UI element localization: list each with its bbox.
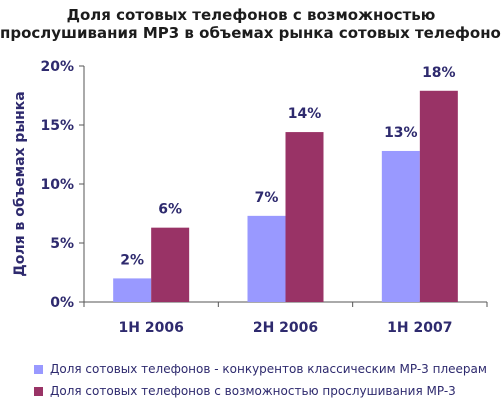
data-label: 7% <box>255 190 279 206</box>
data-label: 6% <box>158 202 182 218</box>
data-label: 14% <box>288 106 322 122</box>
chart-title-line-2: прослушивания MP3 в объемах рынка сотовы… <box>0 24 502 42</box>
legend-swatch-1 <box>34 364 43 374</box>
bar-series-1-1H-2006 <box>113 278 152 302</box>
bar-series-1-2H-2006 <box>247 215 286 302</box>
legend-item-1: Доля сотовых телефонов - конкурентов кла… <box>34 361 487 377</box>
legend-label-1: Доля сотовых телефонов - конкурентов кла… <box>50 362 487 376</box>
y-tick-label: 0% <box>50 295 74 311</box>
bar-series-2-1H-2007 <box>419 90 458 302</box>
data-label: 18% <box>422 65 456 81</box>
y-tick-label: 20% <box>40 59 74 75</box>
data-label: 2% <box>120 252 144 268</box>
bar-series-2-2H-2006 <box>285 132 324 302</box>
bar-series-1-1H-2007 <box>381 150 420 302</box>
x-tick-label: 1H 2007 <box>387 320 452 336</box>
legend-label-2: Доля сотовых телефонов с возможностью пр… <box>50 384 456 398</box>
bar-series-2-1H-2006 <box>151 227 190 302</box>
y-axis-title: Доля в объемах рынка <box>12 91 28 276</box>
chart-title-line-1: Доля сотовых телефонов с возможностью <box>66 6 436 24</box>
y-tick-label: 5% <box>50 236 74 252</box>
x-tick-label: 1H 2006 <box>119 320 184 336</box>
y-tick-label: 15% <box>40 118 74 134</box>
x-tick-label: 2H 2006 <box>253 320 318 336</box>
data-label: 13% <box>384 125 418 141</box>
legend-item-2: Доля сотовых телефонов с возможностью пр… <box>34 383 456 399</box>
legend-swatch-2 <box>34 386 43 396</box>
y-tick-label: 10% <box>40 177 74 193</box>
